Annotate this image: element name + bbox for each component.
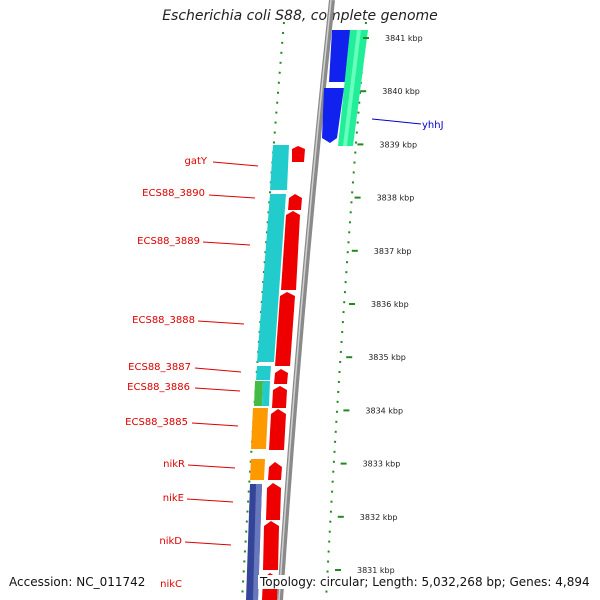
kbp-tick-label: 3835 kbp [368, 353, 406, 362]
cog-gatY [270, 145, 289, 190]
leader-ECS88-3888 [197, 320, 245, 325]
leader-ECS88-3889 [202, 241, 251, 246]
leader-nikD [184, 541, 232, 546]
accession-text: Accession: NC_011742 [7, 575, 148, 589]
kbp-tick-label: 3839 kbp [379, 140, 417, 149]
cog-track [246, 145, 289, 600]
cog-yhhJ-shade [343, 30, 361, 146]
leader-ECS88-3890 [208, 194, 256, 199]
gene-label-nikC: nikC [160, 579, 182, 590]
cog-ECS88-3887 [256, 366, 271, 380]
label-leaders [184, 118, 422, 546]
gene-label-nikR: nikR [163, 459, 185, 470]
cds-yhhJ-upper [329, 30, 351, 82]
gene-label-ECS88-3886: ECS88_3886 [127, 382, 190, 393]
cog-ECS88-3886-b [262, 381, 270, 406]
map-title: Escherichia coli S88, complete genome [162, 8, 438, 24]
kbp-tick-label: 3832 kbp [360, 513, 398, 522]
gene-label-ECS88-3890: ECS88_3890 [142, 188, 205, 199]
cds-ECS88-3887 [274, 369, 288, 384]
forward-cds-track [262, 146, 305, 600]
cds-ECS88-3886 [272, 386, 287, 408]
cds-ECS88-3889 [281, 211, 300, 290]
gene-labels: yhhJ gatY ECS88_3890 ECS88_3889 ECS88_38… [125, 120, 443, 590]
leader-nikE [186, 498, 234, 503]
cds-gatY [292, 146, 305, 162]
gene-label-ECS88-3885: ECS88_3885 [125, 417, 188, 428]
kbp-tick-label: 3836 kbp [371, 300, 409, 309]
genome-backbone-highlight [278, 0, 332, 600]
cds-yhhJ [322, 88, 344, 143]
cog-ECS88-3885 [251, 408, 268, 449]
cog-ECS88-3890-3888 [257, 194, 286, 362]
leader-gatY [212, 161, 259, 167]
cog-nikR [250, 459, 265, 480]
kbp-tick-label: 3840 kbp [382, 87, 420, 96]
genome-backbone [277, 0, 335, 600]
kbp-tick-label: 3838 kbp [377, 194, 415, 203]
topology-text: Topology: circular; Length: 5,032,268 bp… [258, 575, 592, 589]
cog-nik-operon-edge [253, 484, 262, 600]
cds-ECS88-3885 [269, 409, 286, 450]
cds-nikE [266, 483, 281, 520]
leader-ECS88-3887 [194, 367, 242, 373]
leader-ECS88-3886 [194, 387, 241, 392]
gene-label-nikE: nikE [163, 493, 184, 504]
kbp-tick-label: 3841 kbp [385, 34, 423, 43]
gene-label-ECS88-3889: ECS88_3889 [137, 236, 200, 247]
cog-ECS88-3886-a [254, 381, 263, 406]
kbp-tick-label: 3834 kbp [365, 406, 403, 415]
reverse-cds-track [322, 30, 368, 146]
cds-ECS88-3888 [275, 292, 295, 366]
gene-label-ECS88-3888: ECS88_3888 [132, 315, 195, 326]
leader-ECS88-3885 [191, 422, 239, 427]
kbp-tick-group: 3841 kbp 3840 kbp 3839 kbp 3838 kbp 3837 kbp… [335, 34, 423, 575]
kbp-tick-label: 3837 kbp [374, 247, 412, 256]
cds-nikR [268, 462, 282, 480]
gene-label-nikD: nikD [159, 536, 182, 547]
leader-yhhJ [371, 118, 422, 125]
cds-nikD [263, 521, 279, 570]
leader-nikR [187, 464, 236, 469]
kbp-tick-label: 3833 kbp [363, 460, 401, 469]
cds-ECS88-3890 [288, 194, 302, 210]
gene-label-yhhJ: yhhJ [422, 120, 444, 131]
gene-label-gatY: gatY [184, 156, 207, 167]
gene-label-ECS88-3887: ECS88_3887 [128, 362, 191, 373]
kbp-tick-label: 3831 kbp [357, 566, 395, 575]
